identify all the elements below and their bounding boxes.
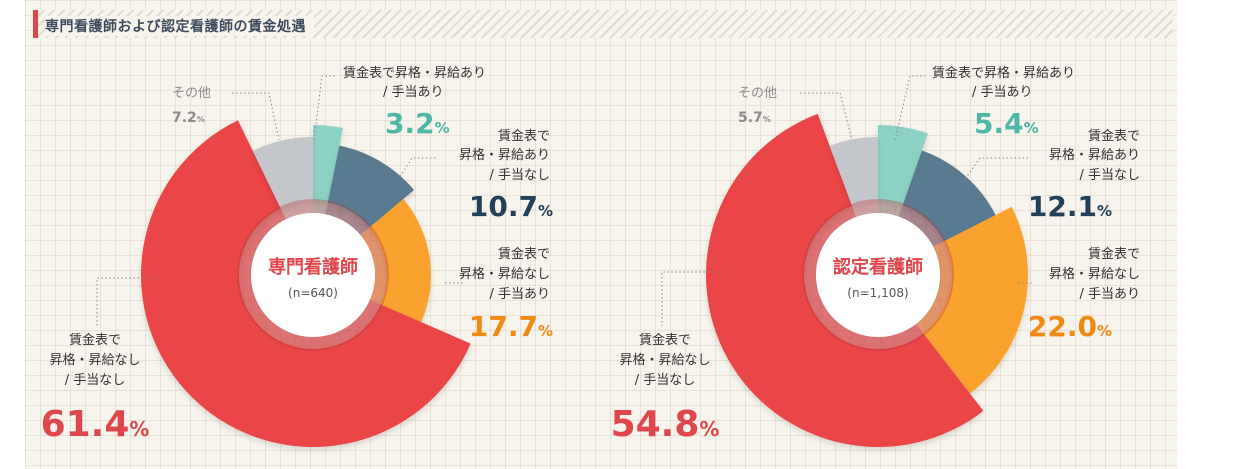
- slice-label-line: / 手当なし: [65, 373, 126, 388]
- slice-value: 10.7%: [469, 190, 553, 223]
- slice-label-line: 昇格・昇給あり: [459, 147, 550, 163]
- slice-other: [829, 137, 878, 206]
- slice-label-line: 賃金表で: [69, 332, 121, 348]
- slice-value: 7.2%: [172, 110, 205, 126]
- label-raise-no-allowance: 賃金表で昇格・昇給あり / 手当なし 12.1%: [962, 128, 1140, 223]
- leader-line: [661, 271, 725, 326]
- slice-rim-raise-no-allowance: [898, 203, 946, 247]
- slice-raise-no-allowance: [327, 145, 415, 228]
- leader-line: [397, 157, 438, 181]
- slice-rim-raise-no-allowance: [325, 200, 372, 236]
- slice-label-line: 昇格・昇給なし: [1049, 266, 1140, 282]
- leader-line: [313, 75, 336, 141]
- slice-no-raise-allowance: [369, 199, 432, 323]
- slice-label-line: 昇格・昇給なし: [459, 266, 550, 282]
- slice-value: 3.2%: [385, 107, 450, 140]
- donut-center-n: (n=640): [288, 286, 338, 300]
- slice-value: 17.7%: [469, 310, 553, 343]
- slice-label-line: その他: [172, 86, 211, 101]
- slice-label-line: / 手当なし: [489, 168, 550, 183]
- slice-label-line: 賃金表で昇格・昇給あり: [343, 65, 486, 81]
- slice-raise-allowance: [313, 125, 343, 203]
- slice-label-line: 賃金表で: [1088, 128, 1140, 144]
- slice-label-line: 昇格・昇給あり: [1049, 147, 1140, 163]
- slice-no-raise-no-allowance: [141, 120, 471, 447]
- label-other: その他 7.2%: [172, 86, 280, 141]
- slice-label-line: / 手当あり: [489, 287, 550, 302]
- slice-label-line: 昇格・昇給なし: [49, 352, 140, 368]
- center-disc: [816, 213, 940, 337]
- slice-rim-raise-allowance: [313, 199, 329, 215]
- page-title: 専門看護師および認定看護師の賃金処遇: [45, 16, 314, 36]
- label-no-raise-allowance: 賃金表で昇格・昇給なし / 手当あり 17.7%: [445, 246, 553, 343]
- donut-center-title: 専門看護師: [268, 256, 358, 278]
- center-disc: [251, 213, 375, 337]
- inner-ring: [802, 199, 954, 351]
- label-no-raise-no-allowance: 賃金表で昇格・昇給なし / 手当なし 61.4%: [41, 277, 155, 445]
- slice-value: 22.0%: [1028, 310, 1112, 343]
- label-no-raise-allowance: 賃金表で昇格・昇給なし / 手当あり 22.0%: [1018, 246, 1140, 343]
- slice-label-line: / 手当なし: [1079, 168, 1140, 183]
- slice-label-line: 賃金表で: [1088, 246, 1140, 262]
- slice-rim-no-raise-no-allowance: [802, 203, 925, 351]
- donut-center-n: (n=1,108): [847, 286, 908, 300]
- slice-label-line: 賃金表で: [639, 332, 691, 348]
- slice-label-line: / 手当あり: [383, 85, 444, 100]
- slice-value: 54.8%: [611, 404, 720, 445]
- leader-line: [232, 92, 280, 141]
- leader-line: [800, 92, 853, 141]
- slice-label-line: 賃金表で: [498, 128, 550, 144]
- slice-label-line: 賃金表で昇格・昇給あり: [932, 65, 1075, 81]
- slice-no-raise-allowance: [923, 206, 1028, 394]
- leader-line: [962, 157, 1028, 183]
- slice-value: 5.7%: [738, 110, 771, 126]
- slice-no-raise-no-allowance: [705, 113, 984, 447]
- slice-label-line: その他: [738, 86, 777, 101]
- inner-ring: [237, 199, 389, 351]
- label-no-raise-no-allowance: 賃金表で昇格・昇給なし / 手当なし 54.8%: [611, 271, 725, 445]
- slice-label-line: / 手当なし: [635, 373, 696, 388]
- slice-raise-allowance: [878, 125, 928, 206]
- slice-label-line: 賃金表で: [498, 246, 550, 262]
- slice-label-line: / 手当あり: [1079, 287, 1140, 302]
- slice-raise-no-allowance: [902, 150, 996, 242]
- slice-label-line: / 手当あり: [972, 85, 1033, 100]
- slice-value: 12.1%: [1028, 190, 1112, 223]
- label-raise-allowance: 賃金表で昇格・昇給あり / 手当あり 3.2%: [313, 65, 486, 141]
- slice-value: 5.4%: [974, 107, 1039, 140]
- slice-other: [252, 137, 313, 209]
- label-raise-allowance: 賃金表で昇格・昇給あり / 手当あり 5.4%: [894, 65, 1075, 141]
- slice-value: 61.4%: [41, 404, 150, 445]
- donut-center-title: 認定看護師: [833, 256, 923, 278]
- title-bar: 専門看護師および認定看護師の賃金処遇: [33, 10, 1173, 38]
- slice-label-line: 昇格・昇給なし: [619, 352, 710, 368]
- label-raise-no-allowance: 賃金表で昇格・昇給あり / 手当なし 10.7%: [397, 128, 553, 223]
- label-other: その他 5.7%: [738, 86, 853, 141]
- title-accent: [33, 10, 38, 38]
